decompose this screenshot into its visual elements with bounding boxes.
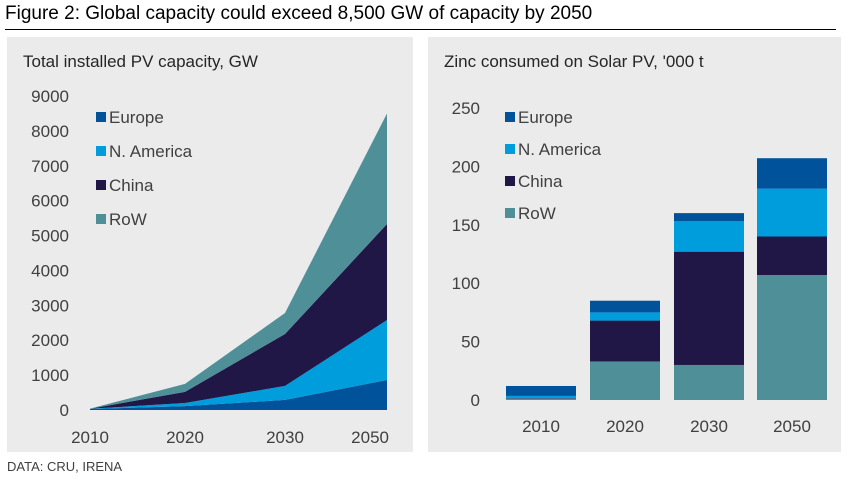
bar-segment-china: [674, 251, 744, 365]
y-tick-label: 2000: [31, 331, 69, 350]
legend-swatch-europe: [96, 112, 106, 122]
x-tick-label: 2030: [690, 417, 728, 436]
y-tick-label: 0: [471, 391, 480, 410]
pv-capacity-area-chart: 0 1000 2000 3000 4000 5000 6000 7000 8000 9000 201…: [31, 87, 389, 447]
bar-segment-china: [757, 236, 827, 276]
y-tick-label: 150: [452, 216, 480, 235]
y-tick-label: 4000: [31, 261, 69, 280]
legend-swatch-row: [96, 214, 106, 224]
pv-capacity-chart-title: Total installed PV capacity, GW: [23, 52, 258, 71]
legend-swatch-n-america: [96, 146, 106, 156]
x-tick-label: 2010: [71, 428, 109, 447]
bar-segment-row: [590, 361, 660, 400]
figure-title: Figure 2: Global capacity could exceed 8…: [5, 3, 593, 24]
x-tick-label: 2010: [522, 417, 560, 436]
bar-segment-europe: [506, 385, 576, 396]
y-tick-label: 1000: [31, 366, 69, 385]
legend-label-china: China: [518, 172, 563, 191]
x-tick-label: 2020: [166, 428, 204, 447]
bar-segment-china: [506, 398, 576, 399]
legend-label-row: RoW: [109, 210, 147, 229]
bar-segment-europe: [757, 158, 827, 189]
legend-label-n-america: N. America: [109, 142, 193, 161]
y-tick-label: 100: [452, 274, 480, 293]
legend-swatch-china: [96, 180, 106, 190]
y-tick-label: 200: [452, 157, 480, 176]
y-tick-label: 50: [461, 333, 480, 352]
title-rule: [5, 29, 836, 30]
bar-segment-n-america: [757, 188, 827, 237]
bar-segment-row: [506, 398, 576, 400]
y-tick-label: 6000: [31, 192, 69, 211]
area-row: [90, 113, 387, 409]
x-tick-label: 2020: [606, 417, 644, 436]
legend-label-row: RoW: [518, 204, 556, 223]
legend-label-china: China: [109, 176, 154, 195]
bar-segment-europe: [674, 213, 744, 222]
bar-segment-row: [757, 275, 827, 400]
x-tick-label: 2030: [266, 428, 304, 447]
zinc-stacked-bar-chart: 0 50 100 150 200 250 2010 2020 2030 2050 Europe N. …: [452, 99, 827, 436]
y-tick-label: 0: [60, 401, 69, 420]
pv-capacity-panel: Total installed PV capacity, GW 0 1000 200…: [7, 37, 413, 452]
legend-label-europe: Europe: [518, 108, 573, 127]
area-europe: [90, 379, 387, 410]
x-tick-label: 2050: [351, 428, 389, 447]
y-tick-label: 250: [452, 99, 480, 118]
bar-segment-europe: [590, 300, 660, 313]
bar-segment-n-america: [506, 395, 576, 399]
area-china: [90, 224, 387, 409]
y-tick-label: 3000: [31, 296, 69, 315]
legend-label-europe: Europe: [109, 108, 164, 127]
area-n-america: [90, 319, 387, 409]
y-tick-label: 8000: [31, 122, 69, 141]
y-tick-label: 7000: [31, 157, 69, 176]
legend-swatch-n-america: [505, 144, 515, 154]
zinc-consumption-panel: Zinc consumed on Solar PV, '000 t 0 50 100…: [428, 37, 841, 452]
bar-segment-n-america: [590, 312, 660, 321]
bar-segment-n-america: [674, 221, 744, 252]
zinc-chart-title: Zinc consumed on Solar PV, '000 t: [444, 52, 704, 71]
legend-swatch-row: [505, 208, 515, 218]
y-tick-label: 5000: [31, 227, 69, 246]
y-tick-label: 9000: [31, 87, 69, 106]
bar-segment-row: [674, 364, 744, 400]
x-tick-label: 2050: [773, 417, 811, 436]
legend-swatch-china: [505, 176, 515, 186]
data-source: DATA: CRU, IRENA: [7, 459, 123, 474]
bar-segment-china: [590, 320, 660, 362]
legend-label-n-america: N. America: [518, 140, 602, 159]
legend-swatch-europe: [505, 112, 515, 122]
